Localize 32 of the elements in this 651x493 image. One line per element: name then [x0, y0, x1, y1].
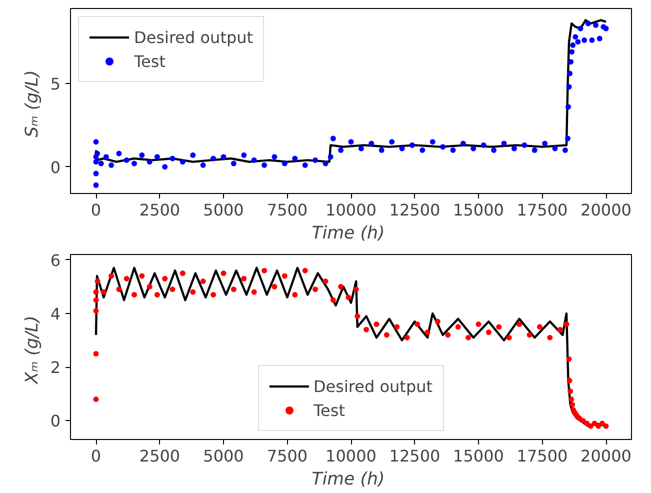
- legend-label: Desired output: [134, 28, 254, 46]
- x-axis-title: Time (h): [312, 224, 385, 244]
- x-tick-label: 7500: [266, 200, 308, 220]
- x-tick-label: 0: [90, 446, 102, 466]
- y-axis-title: Xₘ (g/L): [22, 316, 42, 385]
- x-tick-label: 17500: [516, 200, 568, 220]
- x-tick-label: 0: [90, 200, 102, 220]
- x-tick-label: 2500: [139, 200, 180, 220]
- x-tick-label: 5000: [203, 200, 244, 220]
- x-tick-label: 20000: [580, 446, 632, 466]
- y-tick-label: 4: [50, 304, 61, 324]
- y-tick-label: 2: [50, 358, 61, 378]
- x-tick-label: 15000: [453, 446, 504, 466]
- legend-label: Test: [134, 52, 166, 70]
- x-tick-label: 17500: [516, 446, 568, 466]
- x-tick-label: 10000: [326, 200, 376, 220]
- legend-label: Desired output: [313, 376, 433, 396]
- y-axis-title: Sₘ (g/L): [22, 70, 42, 138]
- x-axis-title: Time (h): [312, 470, 385, 490]
- x-tick-label: 2500: [139, 446, 180, 466]
- y-tick-label: 5: [50, 74, 61, 94]
- y-tick-label: 6: [50, 250, 61, 270]
- y-tick-label: 0: [50, 412, 61, 431]
- x-tick-label: 10000: [326, 446, 376, 466]
- x-tick-label: 20000: [580, 200, 632, 220]
- x-tick-label: 7500: [266, 446, 308, 466]
- x-tick-label: 12500: [389, 446, 440, 466]
- x-tick-label: 5000: [203, 446, 244, 466]
- y-tick-label: 0: [50, 158, 61, 177]
- legend-label: Test: [313, 400, 345, 420]
- x-tick-label: 12500: [389, 200, 440, 220]
- x-tick-label: 15000: [453, 200, 504, 220]
